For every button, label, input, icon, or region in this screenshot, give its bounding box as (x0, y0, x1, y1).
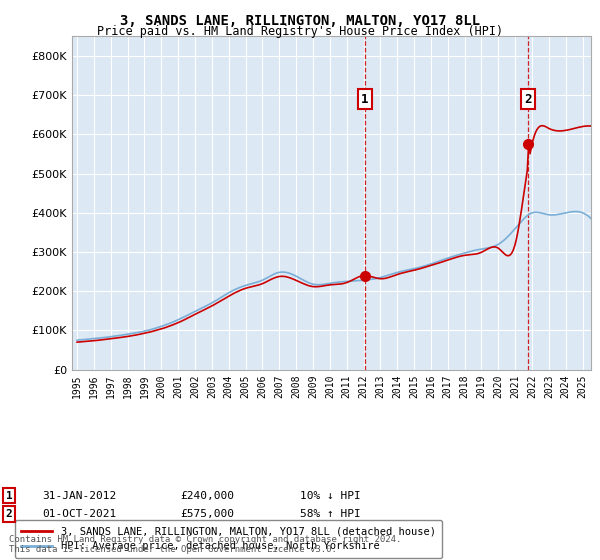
Text: 58% ↑ HPI: 58% ↑ HPI (300, 509, 361, 519)
Text: £575,000: £575,000 (180, 509, 234, 519)
Text: 3, SANDS LANE, RILLINGTON, MALTON, YO17 8LL: 3, SANDS LANE, RILLINGTON, MALTON, YO17 … (120, 14, 480, 28)
Text: 1: 1 (5, 491, 13, 501)
Text: 31-JAN-2012: 31-JAN-2012 (42, 491, 116, 501)
Text: Price paid vs. HM Land Registry's House Price Index (HPI): Price paid vs. HM Land Registry's House … (97, 25, 503, 38)
Legend: 3, SANDS LANE, RILLINGTON, MALTON, YO17 8LL (detached house), HPI: Average price: 3, SANDS LANE, RILLINGTON, MALTON, YO17 … (15, 520, 442, 558)
Text: 10% ↓ HPI: 10% ↓ HPI (300, 491, 361, 501)
Text: Contains HM Land Registry data © Crown copyright and database right 2024.
This d: Contains HM Land Registry data © Crown c… (9, 535, 401, 554)
Text: 2: 2 (5, 509, 13, 519)
Text: 1: 1 (361, 92, 368, 106)
Text: £240,000: £240,000 (180, 491, 234, 501)
Text: 01-OCT-2021: 01-OCT-2021 (42, 509, 116, 519)
Text: 2: 2 (524, 92, 532, 106)
